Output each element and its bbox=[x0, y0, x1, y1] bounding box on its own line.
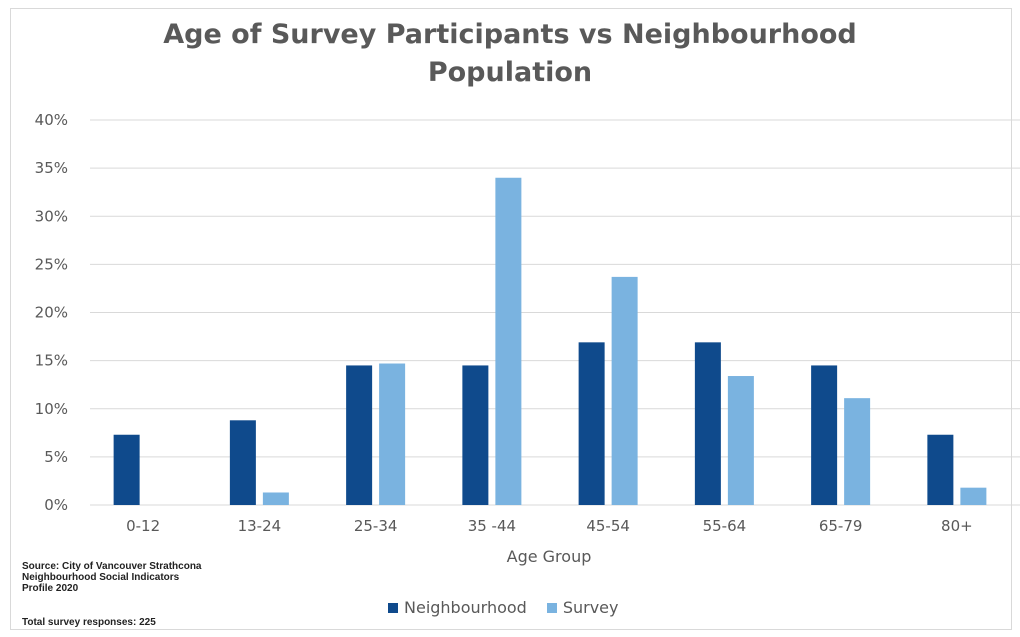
bar-survey bbox=[495, 177, 522, 505]
y-tick-label: 40% bbox=[35, 111, 68, 129]
legend-label-neighbourhood: Neighbourhood bbox=[404, 598, 527, 617]
y-tick-label: 35% bbox=[35, 159, 68, 177]
y-tick-label: 15% bbox=[35, 352, 68, 370]
bar-survey bbox=[379, 363, 406, 505]
legend: Neighbourhood Survey bbox=[388, 598, 638, 617]
y-tick-label: 25% bbox=[35, 255, 68, 273]
x-tick-label: 13-24 bbox=[238, 517, 282, 535]
x-tick-label: 80+ bbox=[941, 517, 973, 535]
bar-survey bbox=[611, 276, 638, 505]
legend-swatch-neighbourhood bbox=[388, 602, 398, 613]
x-tick-label: 25-34 bbox=[354, 517, 398, 535]
y-tick-label: 30% bbox=[35, 207, 68, 225]
legend-item-neighbourhood: Neighbourhood bbox=[388, 598, 527, 617]
bar-neighbourhood bbox=[927, 434, 954, 505]
x-tick-label: 35 -44 bbox=[468, 517, 516, 535]
bar-neighbourhood bbox=[694, 342, 721, 505]
bar-neighbourhood bbox=[113, 434, 140, 505]
bar-survey bbox=[844, 398, 871, 505]
bar-survey bbox=[262, 492, 289, 505]
x-tick-label: 45-54 bbox=[586, 517, 630, 535]
bar-neighbourhood bbox=[229, 420, 256, 505]
y-tick-label: 10% bbox=[35, 400, 68, 418]
bar-neighbourhood bbox=[811, 365, 838, 505]
bar-neighbourhood bbox=[578, 342, 605, 505]
y-tick-label: 0% bbox=[44, 496, 68, 514]
bar-survey bbox=[960, 487, 987, 505]
y-axis-ticks: 0% 5% 10% 15% 20% 25% 30% 35% 40% bbox=[35, 111, 68, 514]
bar-survey bbox=[727, 376, 754, 505]
x-tick-label: 55-64 bbox=[703, 517, 747, 535]
legend-label-survey: Survey bbox=[562, 598, 619, 617]
total-responses-note: Total survey responses: 225 bbox=[22, 617, 156, 628]
bar-neighbourhood bbox=[462, 365, 489, 505]
chart-title-line2: Population bbox=[427, 57, 593, 88]
chart-title-line1: Age of Survey Participants vs Neighbourh… bbox=[163, 19, 857, 50]
y-tick-label: 20% bbox=[35, 304, 68, 322]
bar-neighbourhood bbox=[346, 365, 373, 505]
x-axis-title: Age Group bbox=[507, 547, 592, 566]
gridlines bbox=[90, 119, 1020, 506]
x-tick-label: 0-12 bbox=[126, 517, 160, 535]
x-tick-label: 65-79 bbox=[819, 517, 863, 535]
source-note: Source: City of Vancouver Strathcona Nei… bbox=[22, 561, 202, 594]
bars bbox=[113, 177, 987, 505]
x-axis-ticks: 0-12 13-24 25-34 35 -44 45-54 55-64 65-79 80+ bbox=[126, 517, 973, 535]
chart-title: Age of Survey Participants vs Neighbourh… bbox=[0, 16, 1020, 92]
legend-item-survey: Survey bbox=[546, 598, 619, 617]
legend-swatch-survey bbox=[546, 602, 557, 613]
y-tick-label: 5% bbox=[44, 448, 68, 466]
